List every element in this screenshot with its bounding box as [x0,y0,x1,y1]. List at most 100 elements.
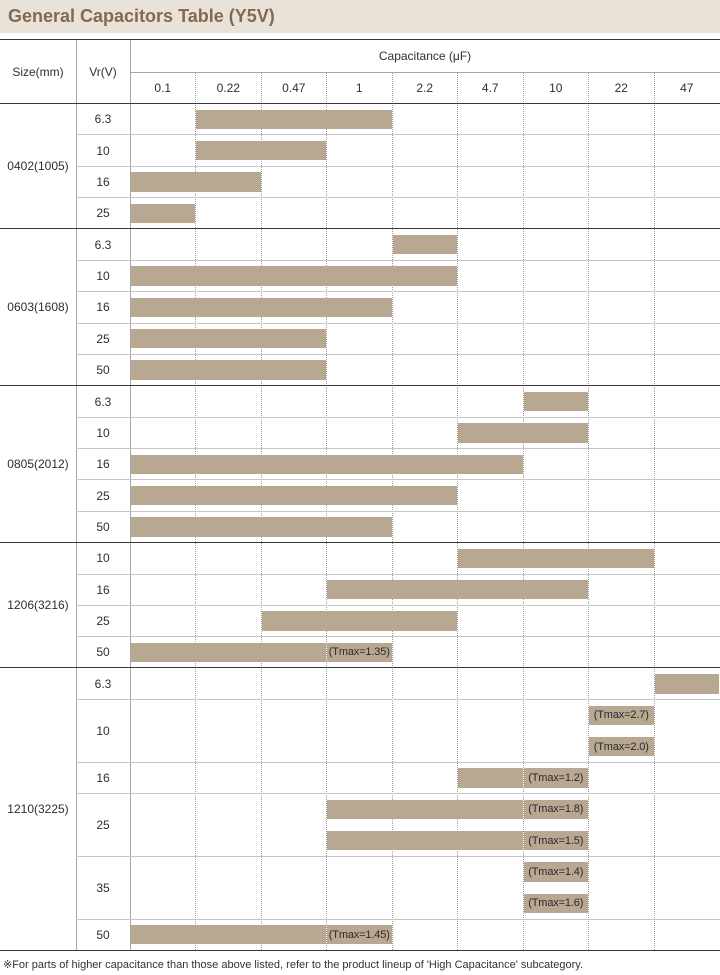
voltage-label: 16 [96,300,110,315]
capacitance-tick-label: 4.7 [481,80,499,95]
capacitance-range-bar [130,203,195,223]
capacitance-range-bar [130,642,326,663]
group-divider [0,541,720,543]
capacitance-tick-label: 0.1 [154,80,172,95]
voltage-label: 25 [96,817,110,832]
column-divider [129,40,131,951]
voltage-label: 10 [96,551,110,566]
row-divider [76,636,720,638]
group-divider [0,228,720,230]
group-divider [0,667,720,669]
header-bottom-border [0,102,720,104]
row-divider [76,479,720,481]
title-band: General Capacitors Table (Y5V) [0,0,720,33]
case-size-label: 0402(1005) [7,159,69,174]
group-divider [0,949,720,951]
header-divider [130,71,720,73]
capacitance-tick-label: 22 [614,80,628,95]
voltage-label: 25 [96,206,110,221]
voltage-label: 10 [96,723,110,738]
row-divider [76,918,720,920]
row-divider [76,604,720,606]
voltage-label: 25 [96,488,110,503]
voltage-label: 16 [96,174,110,189]
tmax-note: (Tmax=1.6) [523,893,588,914]
row-divider [76,573,720,575]
tmax-note: (Tmax=1.45) [327,925,392,945]
row-divider [76,699,720,701]
capacitance-range-bar [130,297,392,318]
footnote: ※For parts of higher capacitance than th… [3,959,584,971]
table-top-border [0,39,720,41]
tmax-note: (Tmax=1.2) [523,768,588,788]
capacitance-tick-label: 0.22 [216,80,240,95]
capacitance-tick-label: 2.2 [416,80,434,95]
row-divider [76,855,720,857]
voltage-label: 16 [96,457,110,472]
capacitance-range-bar [196,109,392,129]
capacitance-range-bar [130,454,523,474]
column-divider [75,40,77,951]
voltage-label: 10 [96,425,110,440]
capacitance-range-bar [130,266,457,286]
capacitance-range-bar [458,423,588,443]
voltage-label: 10 [96,143,110,158]
voltage-label: 50 [96,927,110,942]
voltage-column-header: Vr(V) [89,64,117,79]
tmax-note: (Tmax=2.7) [589,705,654,725]
voltage-label: 50 [96,363,110,378]
capacitance-range-bar [654,674,719,694]
capacitance-range-bar [458,548,654,569]
row-divider [76,197,720,199]
voltage-label: 25 [96,614,110,629]
size-column-header: Size(mm) [12,64,64,79]
capacitance-range-bar [392,234,457,255]
tmax-note: (Tmax=2.0) [589,736,654,757]
voltage-label: 6.3 [94,112,112,127]
capacitance-range-bar [196,140,326,161]
voltage-label: 50 [96,645,110,660]
tmax-note: (Tmax=1.8) [523,799,588,819]
tmax-note: (Tmax=1.35) [327,642,392,663]
row-divider [76,416,720,418]
voltage-label: 16 [96,770,110,785]
case-size-label: 1210(3225) [7,802,69,817]
capacitance-range-bar [523,391,588,412]
table-title: General Capacitors Table (Y5V) [8,6,275,26]
row-divider [76,291,720,293]
capacitance-range-bar [327,831,523,851]
row-divider [76,448,720,450]
capacitance-range-bar [130,172,261,192]
capacitance-range-bar [130,517,392,537]
capacitance-tick-label: 0.47 [282,80,306,95]
row-divider [76,165,720,167]
row-divider [76,322,720,324]
capacitance-range-bar [130,329,326,349]
voltage-label: 25 [96,331,110,346]
tmax-note: (Tmax=1.5) [523,831,588,851]
voltage-label: 6.3 [94,237,112,252]
voltage-label: 16 [96,582,110,597]
capacitance-range-bar [327,580,588,600]
row-divider [76,134,720,136]
voltage-label: 6.3 [94,394,112,409]
capacitance-range-bar [130,485,457,506]
capacitance-tick-label: 47 [680,80,694,95]
capacitance-axis-title: Capacitance (μF) [378,49,472,63]
case-size-label: 1206(3216) [7,598,69,613]
capacitance-range-bar [130,925,326,945]
row-divider [76,793,720,795]
row-divider [76,510,720,512]
voltage-label: 35 [96,880,110,895]
group-divider [0,385,720,387]
capacitance-range-bar [458,768,523,788]
capacitance-tick-label: 10 [549,80,563,95]
voltage-label: 10 [96,269,110,284]
capacitance-tick-label: 1 [355,80,363,95]
row-divider [76,259,720,261]
voltage-label: 6.3 [94,676,112,691]
capacitance-range-bar [327,799,523,819]
tmax-note: (Tmax=1.4) [523,862,588,882]
capacitance-range-bar [130,360,326,380]
